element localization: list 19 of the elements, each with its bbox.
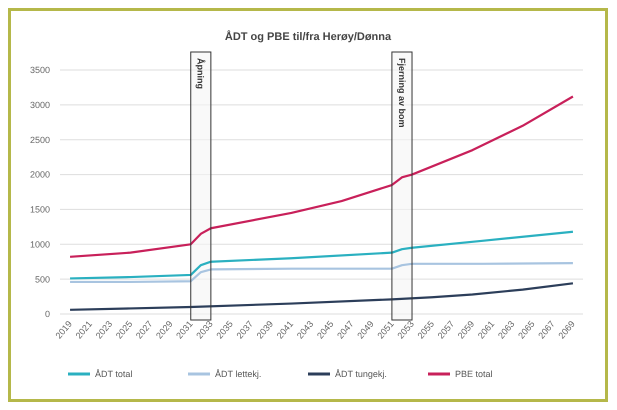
legend-label: ÅDT total (95, 369, 132, 380)
line-series (68, 262, 574, 284)
y-tick-label: 500 (34, 274, 50, 284)
line-series (68, 230, 574, 280)
line-series (68, 282, 574, 311)
chart-title: ÅDT og PBE til/fra Herøy/Dønna (224, 30, 392, 43)
y-tick-label: 1500 (30, 204, 50, 215)
y-tick-label: 0 (44, 309, 50, 320)
y-tick-label: 3000 (30, 100, 50, 110)
y-tick-label: 2000 (30, 170, 50, 180)
y-tick-label: 1000 (30, 239, 50, 250)
legend-label: ÅDT tungekj. (335, 369, 387, 380)
line-series (68, 95, 574, 258)
y-tick-label: 2500 (30, 134, 50, 145)
legend-label: PBE total (455, 369, 493, 380)
band-label: Fjerning av bom (396, 58, 407, 128)
y-tick-label: 3500 (30, 65, 50, 76)
band-label: Åpning (196, 58, 206, 89)
legend-label: ÅDT lettekj. (215, 369, 262, 380)
